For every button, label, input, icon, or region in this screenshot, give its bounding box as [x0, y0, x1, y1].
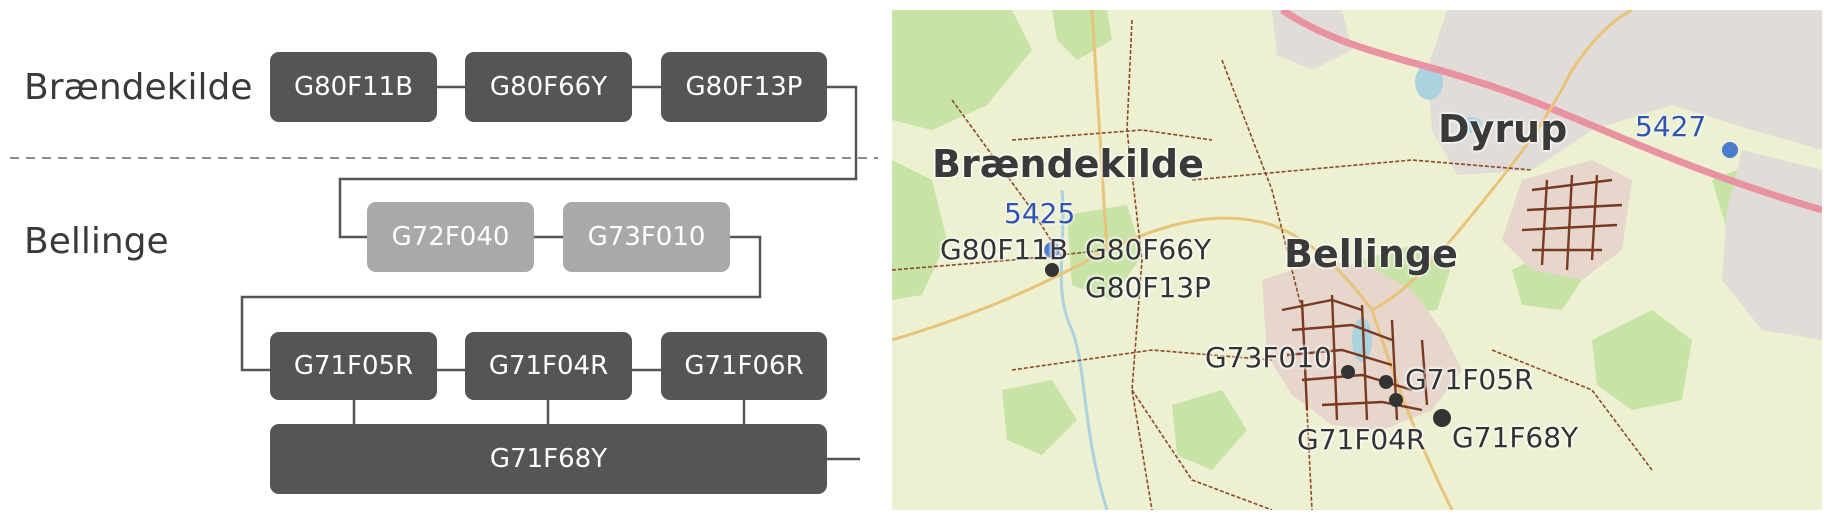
map-background [892, 10, 1822, 510]
map-site-g80f11b: G80F11B [940, 233, 1069, 266]
map-site-g80f66y: G80F66Y [1085, 233, 1212, 266]
map-site-g71f04r: G71F04R [1297, 423, 1426, 456]
map-town-bellinge: Bellinge [1284, 232, 1458, 276]
site-g80f11b-dot[interactable] [1045, 263, 1059, 277]
site-g71f04r-dot[interactable] [1389, 393, 1403, 407]
region-label-braendekilde: Brændekilde [24, 67, 253, 108]
map-station-5425: 5425 [1004, 197, 1076, 230]
node-g71f04r[interactable]: G71F04R [465, 332, 632, 400]
station-5427-dot[interactable] [1722, 142, 1738, 158]
site-g73f010-dot[interactable] [1341, 365, 1355, 379]
map-markers [1044, 142, 1738, 427]
map-water [1059, 64, 1482, 510]
map-site-g73f010: G73F010 [1205, 341, 1332, 374]
node-g80f13p[interactable]: G80F13P [661, 52, 827, 122]
site-g71f05r-dot[interactable] [1379, 375, 1393, 389]
map-station-5427: 5427 [1635, 110, 1707, 143]
site-g71f68y-dot[interactable] [1433, 409, 1451, 427]
map-site-g71f68y: G71F68Y [1452, 421, 1579, 454]
node-g73f010[interactable]: G73F010 [563, 202, 730, 272]
network-diagram: Brændekilde Bellinge G80F11B G80F66Y G80… [0, 0, 880, 518]
node-g71f06r[interactable]: G71F06R [661, 332, 827, 400]
link-g80f13p-g72f040 [338, 85, 858, 239]
map-site-g80f13p: G80F13P [1085, 271, 1211, 304]
node-g71f05r[interactable]: G71F05R [270, 332, 437, 400]
node-g80f11b[interactable]: G80F11B [270, 52, 437, 122]
node-g80f66y[interactable]: G80F66Y [465, 52, 632, 122]
map-town-dyrup: Dyrup [1438, 107, 1568, 151]
map-street-grid [1281, 174, 1623, 421]
map-residential-areas [1272, 10, 1822, 340]
map-roads [892, 10, 1633, 510]
node-g71f68y-outlet[interactable]: G71F68Y [270, 424, 827, 494]
region-label-bellinge: Bellinge [24, 221, 169, 262]
map-motorway [1280, 10, 1822, 214]
map-site-g71f05r: G71F05R [1405, 363, 1534, 396]
map-town-braendekilde: Brændekilde [932, 142, 1204, 186]
location-map[interactable]: Brændekilde Bellinge Dyrup 5425 5427 G80… [892, 10, 1822, 510]
node-g72f040[interactable]: G72F040 [367, 202, 534, 272]
link-g73f010-g71f05r [240, 235, 762, 372]
connector-lines [10, 85, 878, 461]
station-5425-dot[interactable] [1044, 242, 1060, 258]
